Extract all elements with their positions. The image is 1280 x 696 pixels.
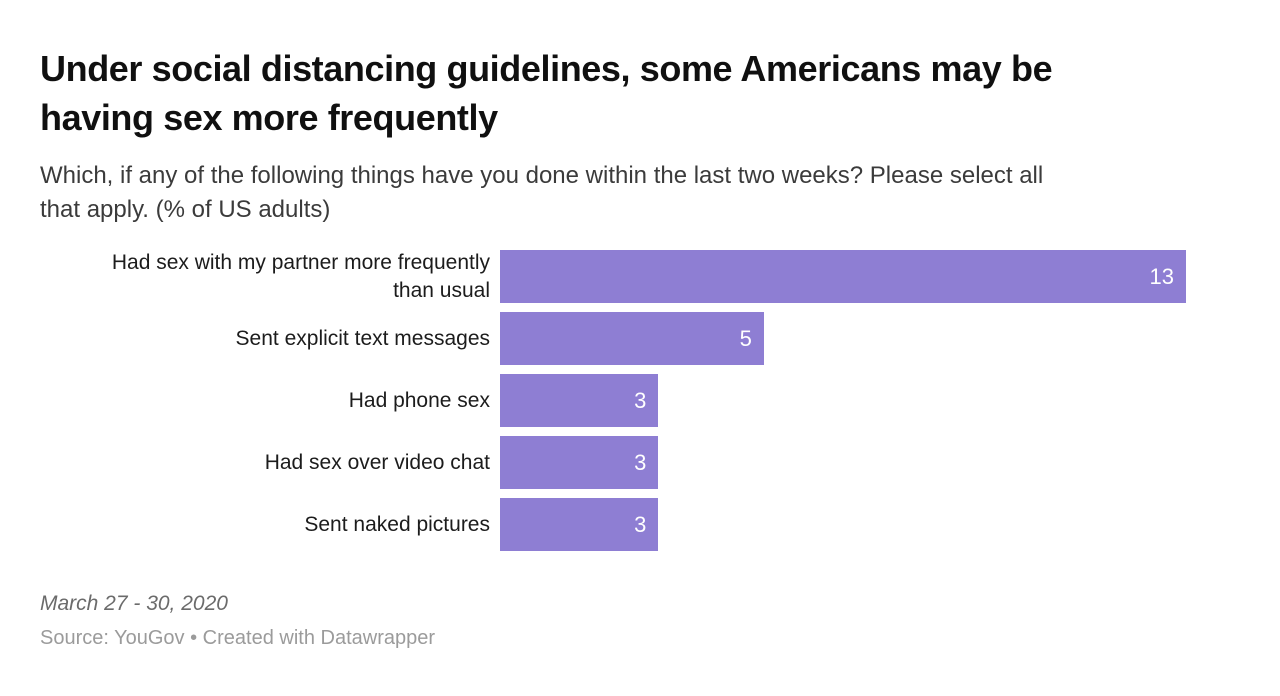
chart-footer: March 27 - 30, 2020 Source: YouGov • Cre… (40, 591, 1252, 651)
chart-subtitle-line-2: that apply. (% of US adults) (40, 196, 331, 223)
bar-track: 3 (500, 498, 1252, 551)
chart-header: Under social distancing guidelines, some… (40, 44, 1252, 227)
category-label-text: Had sex with my partner more frequently … (111, 250, 490, 302)
bar-row: Sent explicit text messages 5 (40, 312, 1252, 365)
bar[interactable]: 3 (500, 498, 659, 551)
bar[interactable]: 3 (500, 436, 659, 489)
bar-value-label: 3 (634, 387, 647, 413)
date-note: March 27 - 30, 2020 (40, 592, 228, 615)
bar-value-label: 13 (1149, 263, 1175, 289)
bar-value-label: 3 (634, 449, 647, 475)
bar-track: 13 (500, 250, 1252, 303)
category-label: Had phone sex (40, 387, 490, 415)
bar-value-label: 5 (739, 325, 752, 351)
bar-track: 3 (500, 374, 1252, 427)
chart-title-line-2: having sex more frequently (40, 97, 498, 138)
category-label: Had sex over video chat (40, 449, 490, 477)
bar-row: Had phone sex 3 (40, 374, 1252, 427)
chart-title-line-1: Under social distancing guidelines, some… (40, 48, 1053, 89)
category-label-text: Sent naked pictures (304, 512, 490, 536)
category-label: Sent naked pictures (40, 511, 490, 539)
bar[interactable]: 5 (500, 312, 764, 365)
chart-subtitle: Which, if any of the following things ha… (40, 159, 1252, 227)
chart-title: Under social distancing guidelines, some… (40, 44, 1252, 142)
bar-chart: Had sex with my partner more frequently … (40, 250, 1252, 551)
bar-value-label: 3 (634, 511, 647, 537)
bar-row: Had sex over video chat 3 (40, 436, 1252, 489)
category-label-text: Had phone sex (348, 388, 490, 412)
category-label-text: Had sex over video chat (264, 450, 490, 474)
bar[interactable]: 3 (500, 374, 659, 427)
chart-subtitle-line-1: Which, if any of the following things ha… (40, 162, 1044, 189)
bar[interactable]: 13 (500, 250, 1187, 303)
bar-row: Sent naked pictures 3 (40, 498, 1252, 551)
bar-row: Had sex with my partner more frequently … (40, 250, 1252, 303)
bar-track: 5 (500, 312, 1252, 365)
category-label: Sent explicit text messages (40, 325, 490, 353)
source-attribution: Source: YouGov • Created with Datawrappe… (40, 627, 435, 649)
category-label: Had sex with my partner more frequently … (40, 249, 490, 305)
category-label-text: Sent explicit text messages (235, 326, 490, 350)
bar-track: 3 (500, 436, 1252, 489)
